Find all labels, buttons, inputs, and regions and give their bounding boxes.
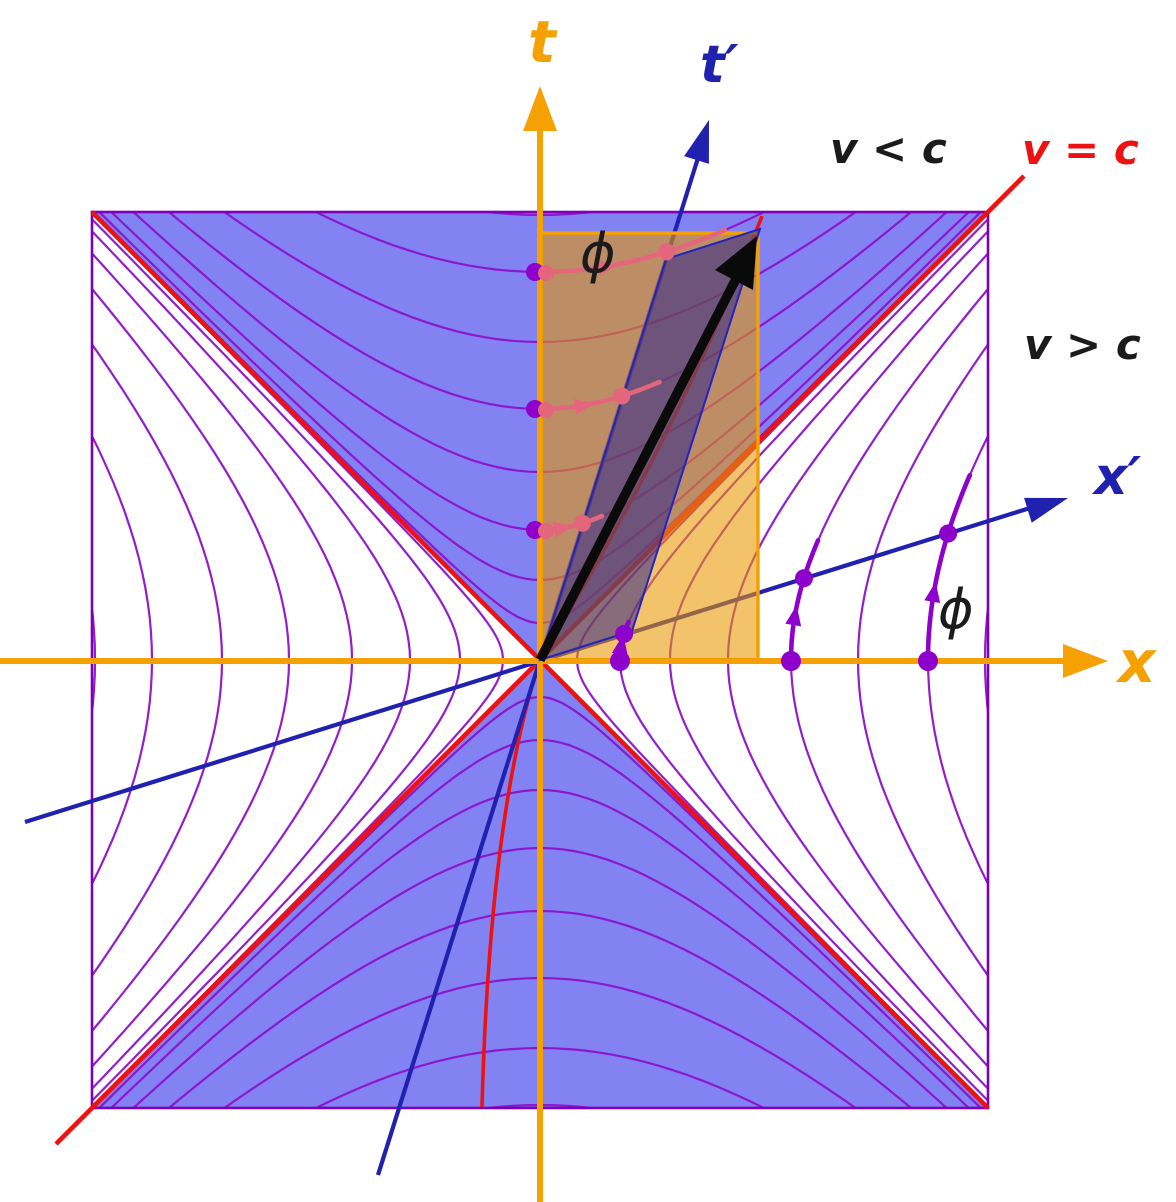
- lightspeed-line-label: v = c: [1022, 125, 1139, 174]
- x-prime-axis-label: x′: [1091, 447, 1142, 507]
- stream-start-dot: [538, 265, 554, 281]
- t-axis-arrowhead: [523, 86, 557, 131]
- x-axis-arrowhead: [1063, 644, 1108, 678]
- streamline-arrowhead: [552, 521, 575, 538]
- x-prime-arrowhead: [1024, 497, 1068, 523]
- rapidity-angle-label-top: ϕ: [580, 222, 616, 285]
- boosted-event-dot: [615, 624, 634, 643]
- streamline-arrowhead: [573, 398, 595, 415]
- boost-vector-arrow: [535, 236, 757, 663]
- boosted-event-dot: [795, 569, 813, 588]
- boosted-event-dot: [613, 387, 631, 405]
- source-event-dot: [610, 651, 630, 671]
- diagram-labels: t t′ x x′ v < c v = c v > c ϕ ϕ: [528, 8, 1157, 696]
- t-prime-arrowhead: [684, 120, 709, 164]
- streamline-arc: [788, 538, 821, 663]
- stream-start-dot: [538, 402, 554, 418]
- boost-streamlines: [526, 227, 973, 671]
- x-axis-label: x: [1115, 628, 1157, 696]
- x-prime-axis: [24, 505, 1031, 825]
- t-prime-axis-label: t′: [700, 35, 739, 95]
- boost-arrow-head: [715, 236, 757, 290]
- stream-start-dot: [538, 523, 554, 539]
- rapidity-angle-label-right: ϕ: [938, 578, 974, 641]
- t-axis-label: t: [528, 8, 558, 76]
- streamline-arrowhead: [924, 581, 941, 603]
- streamline-arc: [925, 472, 973, 663]
- boosted-event-dot: [939, 524, 958, 543]
- source-event-dot: [781, 651, 801, 671]
- streamline-arc: [537, 379, 662, 412]
- streamline-arrowhead: [785, 605, 802, 627]
- boosted-event-dot: [573, 514, 591, 532]
- streamline-arrowhead: [597, 259, 619, 276]
- superluminal-region-label: v > c: [1024, 320, 1141, 369]
- boost-arrow-shaft: [535, 274, 742, 663]
- subluminal-region-label: v < c: [830, 124, 947, 173]
- source-event-dot: [918, 651, 938, 671]
- streamline-arc: [537, 227, 728, 275]
- boosted-event-dot: [658, 243, 675, 261]
